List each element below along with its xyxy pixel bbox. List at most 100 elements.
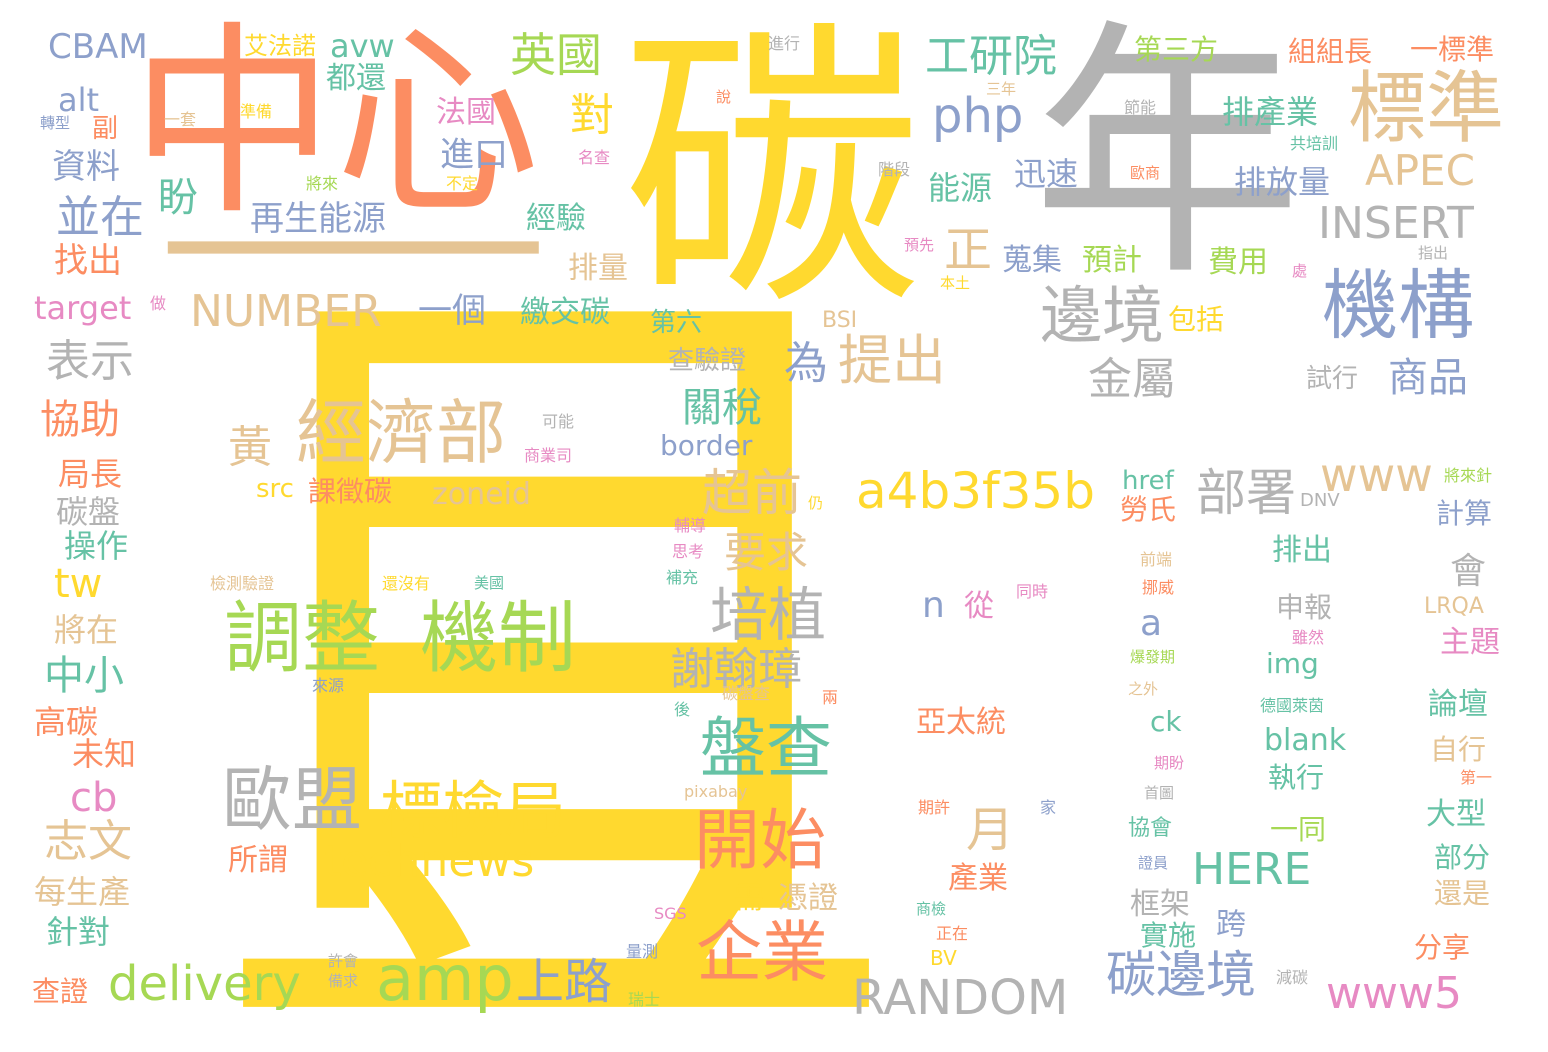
cloud-word: 都還 <box>326 61 386 96</box>
cloud-word: 憑證 <box>778 881 838 916</box>
cloud-word: 每生產 <box>34 873 131 911</box>
cloud-word: www5 <box>1326 968 1462 1019</box>
cloud-word: 未知 <box>72 735 137 773</box>
cloud-word: 大型 <box>1426 797 1486 832</box>
cloud-word: 課徵碳 <box>308 475 393 508</box>
cloud-word: 碳盤查 <box>722 684 771 703</box>
cloud-word: 歐盟 <box>222 759 362 841</box>
cloud-word: avw <box>330 27 395 65</box>
cloud-word: DNV <box>1300 490 1340 511</box>
cloud-word: 謝翰璋 <box>670 644 802 695</box>
cloud-word: 查驗證 <box>668 346 747 376</box>
cloud-word: 碳邊境 <box>1106 946 1256 1004</box>
cloud-word: 框架 <box>1130 887 1190 922</box>
cloud-word: 高碳 <box>34 703 99 741</box>
cloud-word: APEC <box>1365 146 1475 195</box>
cloud-word: 首圖 <box>1144 784 1175 802</box>
cloud-word: 從 <box>964 589 994 624</box>
cloud-word: 期許 <box>918 798 951 817</box>
cloud-word: 要求 <box>724 528 809 577</box>
cloud-word: 部分 <box>1434 841 1491 874</box>
cloud-word: 盤查 <box>700 710 832 787</box>
cloud-word: 同時 <box>1016 582 1049 601</box>
cloud-word: 上路 <box>516 954 613 1010</box>
cloud-word: 瑞士 <box>628 990 661 1009</box>
cloud-word: 碳 <box>622 0 922 346</box>
cloud-word: 計算 <box>1436 497 1493 530</box>
cloud-word: 中小 <box>44 653 124 699</box>
cloud-word: 證員 <box>1138 854 1169 872</box>
cloud-word: 標檢局 <box>380 774 567 847</box>
cloud-word: 分享 <box>1414 931 1471 964</box>
cloud-word: 之外 <box>1128 680 1159 698</box>
cloud-word: 後 <box>674 700 691 719</box>
cloud-word: 一標準 <box>1410 33 1495 66</box>
cloud-word: a <box>1140 603 1163 644</box>
cloud-word: 協助 <box>40 397 120 443</box>
cloud-word: 申報 <box>1276 591 1333 624</box>
cloud-word: SGS <box>654 904 687 923</box>
cloud-word: 正在 <box>936 924 969 943</box>
cloud-word: 年 <box>1032 0 1302 312</box>
cloud-word: 商品 <box>1388 355 1468 401</box>
cloud-word: 執行 <box>1268 761 1325 794</box>
cloud-word: 包括 <box>1168 303 1225 336</box>
cloud-word: LRQA <box>1424 594 1484 619</box>
cloud-word: 會 <box>1450 551 1487 592</box>
cloud-word: 繳交碳 <box>520 295 610 330</box>
cloud-word: target <box>34 289 132 327</box>
cloud-word: 一 <box>150 168 556 342</box>
cloud-word: 關稅 <box>682 385 762 431</box>
cloud-word: 實施 <box>1140 919 1197 952</box>
cloud-word: 前端 <box>1140 550 1173 569</box>
cloud-word: 表示 <box>46 336 134 387</box>
cloud-word: 歐商 <box>1130 164 1161 182</box>
cloud-word: 第六 <box>650 308 703 338</box>
cloud-word: 排出 <box>1272 533 1332 568</box>
cloud-word: 查證 <box>32 975 89 1008</box>
cloud-word: INSERT <box>1318 198 1474 249</box>
cloud-word: 局長 <box>58 455 123 493</box>
cloud-word: 不定 <box>446 174 479 193</box>
cloud-word: 組組長 <box>1288 35 1373 68</box>
cloud-word: 法國 <box>436 95 496 130</box>
cloud-word: cb <box>70 775 118 821</box>
cloud-word: 副 <box>92 114 119 144</box>
cloud-word: 企業 <box>696 914 828 991</box>
cloud-word: 減碳 <box>1276 968 1309 987</box>
cloud-word: 正 <box>944 222 993 278</box>
cloud-word: 本土 <box>940 274 971 292</box>
cloud-word: 來源 <box>312 676 345 695</box>
cloud-word: 操作 <box>64 527 129 565</box>
cloud-word: zoneid <box>432 477 531 512</box>
cloud-word: 第三方 <box>1134 33 1219 66</box>
cloud-word: 培植 <box>710 581 827 649</box>
cloud-word: 還沒有 <box>382 574 431 593</box>
cloud-word: 需 <box>734 881 764 916</box>
cloud-word: 志文 <box>44 816 132 867</box>
cloud-word: 做 <box>150 294 167 313</box>
cloud-word: 協會 <box>1128 816 1173 841</box>
cloud-word: BSI <box>822 308 858 333</box>
cloud-word: 開始 <box>694 802 826 879</box>
cloud-word: 雖然 <box>1292 628 1325 647</box>
cloud-word: 提出 <box>838 329 946 392</box>
cloud-word: 排量 <box>568 251 628 286</box>
cloud-word: 找出 <box>54 241 122 281</box>
cloud-word: 量測 <box>626 942 659 961</box>
cloud-word: 自行 <box>1430 733 1487 766</box>
cloud-word: 英國 <box>510 28 602 82</box>
cloud-word: 名查 <box>578 148 611 167</box>
cloud-word: 亞太統 <box>916 705 1006 740</box>
cloud-word: amp <box>376 942 514 1015</box>
cloud-word: 預計 <box>1082 243 1142 278</box>
cloud-word: 碳盤 <box>56 493 121 531</box>
cloud-word: 邊境 <box>1040 279 1165 352</box>
cloud-word: 進口 <box>440 135 508 175</box>
cloud-word: 論壇 <box>1428 687 1488 722</box>
cloud-word: 金屬 <box>1088 354 1176 405</box>
cloud-word: 備求 <box>328 972 359 990</box>
cloud-word: a4b3f35b <box>856 462 1095 520</box>
cloud-word: 並在 <box>56 192 144 243</box>
